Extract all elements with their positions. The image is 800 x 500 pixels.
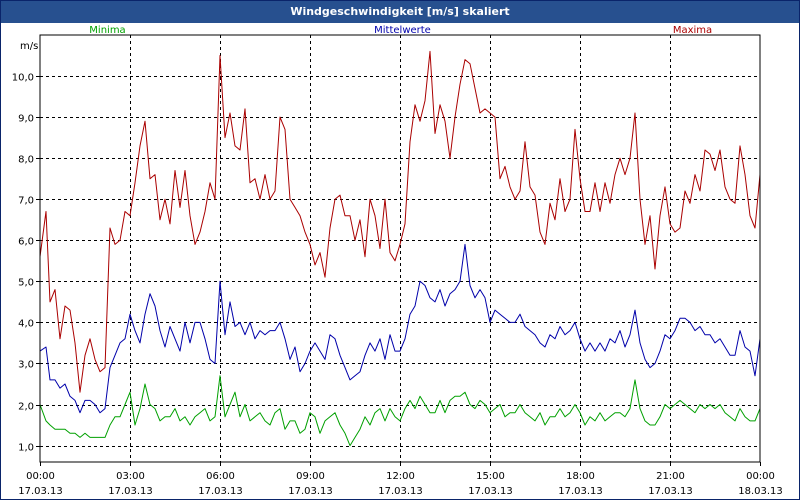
- x-tick-time-label: 03:00: [116, 471, 145, 482]
- y-axis-label: m/s: [20, 41, 38, 52]
- x-tick-date-label: 17.03.13: [288, 486, 333, 497]
- y-tick-label: 2,0: [18, 402, 34, 413]
- x-tick-time-label: 15:00: [476, 471, 505, 482]
- y-tick-label: 6,0: [18, 237, 34, 248]
- x-tick-date-label: 17.03.13: [558, 486, 603, 497]
- y-tick-label: 8,0: [18, 155, 34, 166]
- x-tick-time-label: 09:00: [296, 471, 325, 482]
- x-tick-time-label: 18:00: [566, 471, 595, 482]
- series-line-maxima: [39, 50, 761, 393]
- y-tick-label: 5,0: [18, 278, 34, 289]
- series-line-minima: [39, 375, 761, 447]
- y-tick-label: 9,0: [18, 114, 34, 125]
- y-tick-label: 3,0: [18, 360, 34, 371]
- legend-mittelwerte: Mittelwerte: [374, 25, 431, 36]
- x-tick-date-label: 17.03.13: [198, 486, 243, 497]
- x-tick-time-label: 12:00: [386, 471, 415, 482]
- x-tick-time-label: 21:00: [656, 471, 685, 482]
- x-tick-date-label: 17.03.13: [648, 486, 693, 497]
- y-tick-label: 1,0: [18, 443, 34, 454]
- y-tick-label: 10,0: [12, 73, 34, 84]
- x-tick-date-label: 18.03.13: [738, 486, 783, 497]
- x-tick-time-label: 00:00: [746, 471, 775, 482]
- x-tick-date-label: 17.03.13: [18, 486, 63, 497]
- legend-minima: Minima: [89, 25, 125, 36]
- x-tick-date-label: 17.03.13: [378, 486, 423, 497]
- x-tick-date-label: 17.03.13: [108, 486, 153, 497]
- y-tick-label: 4,0: [18, 319, 34, 330]
- window-title: Windgeschwindigkeit [m/s] skaliert: [1, 1, 799, 23]
- series-lines: [39, 50, 761, 447]
- legend-maxima: Maxima: [673, 25, 712, 36]
- x-tick-date-label: 17.03.13: [468, 486, 513, 497]
- x-tick-time-label: 00:00: [26, 471, 55, 482]
- y-axis-ticks: 1,0 2,0 3,0 4,0 5,0 6,0 7,0 8,0 9,0 10,0: [12, 73, 40, 454]
- legend: Minima Mittelwerte Maxima: [89, 25, 712, 36]
- x-tick-time-label: 06:00: [206, 471, 235, 482]
- y-tick-label: 7,0: [18, 196, 34, 207]
- series-line-mittelwerte: [39, 243, 761, 414]
- x-axis-ticks: 00:00 17.03.13 03:00 17.03.13 06:00 17.03.13 0…: [18, 462, 783, 497]
- grid: [40, 35, 760, 462]
